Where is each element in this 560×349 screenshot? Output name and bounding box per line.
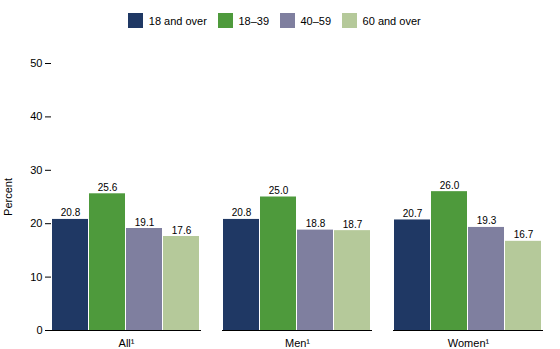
html-text:18 and over: 18 and over xyxy=(148,14,207,27)
svg-text:19.3: 19.3 xyxy=(477,215,497,226)
svg-text:All¹: All¹ xyxy=(119,337,135,349)
svg-text:25.6: 25.6 xyxy=(98,181,118,192)
svg-text:18.7: 18.7 xyxy=(343,218,363,229)
svg-text:19.1: 19.1 xyxy=(135,216,155,227)
svg-text:20.8: 20.8 xyxy=(61,207,81,218)
svg-text:Percent: Percent xyxy=(2,178,14,216)
svg-text:Men¹: Men¹ xyxy=(285,337,310,349)
html-text:60 and over: 60 and over xyxy=(362,14,421,27)
svg-text:20: 20 xyxy=(30,217,42,229)
svg-text:25.0: 25.0 xyxy=(269,185,289,196)
svg-text:16.7: 16.7 xyxy=(514,229,534,240)
svg-text:17.6: 17.6 xyxy=(172,224,192,235)
html-text:18–39: 18–39 xyxy=(238,14,269,27)
svg-text:18.8: 18.8 xyxy=(306,218,326,229)
svg-text:20.8: 20.8 xyxy=(232,207,252,218)
svg-text:50: 50 xyxy=(30,57,42,69)
svg-text:20.7: 20.7 xyxy=(403,207,423,218)
svg-text:30: 30 xyxy=(30,163,42,175)
svg-text:0: 0 xyxy=(36,324,42,336)
svg-text:10: 10 xyxy=(30,270,42,282)
html-text:40–59: 40–59 xyxy=(300,14,332,27)
svg-text:40: 40 xyxy=(30,110,42,122)
svg-text:Women¹: Women¹ xyxy=(448,337,490,349)
svg-text:26.0: 26.0 xyxy=(440,179,460,190)
